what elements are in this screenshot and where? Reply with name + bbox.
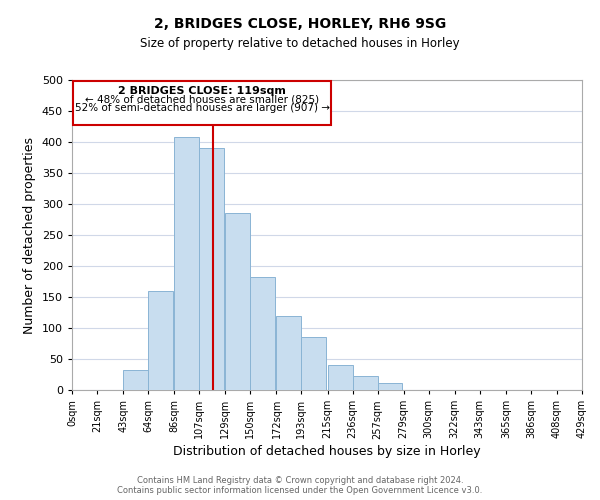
Bar (148, 291, 173, 390)
FancyBboxPatch shape (73, 80, 331, 126)
Bar (328, 365, 353, 390)
Text: Contains HM Land Registry data © Crown copyright and database right 2024.: Contains HM Land Registry data © Crown c… (137, 476, 463, 485)
X-axis label: Distribution of detached houses by size in Horley: Distribution of detached houses by size … (173, 446, 481, 458)
Y-axis label: Number of detached properties: Number of detached properties (23, 136, 36, 334)
Bar (277, 316, 301, 390)
Bar (199, 148, 224, 390)
Text: Contains public sector information licensed under the Open Government Licence v3: Contains public sector information licen… (118, 486, 482, 495)
Bar (123, 370, 148, 390)
Bar (301, 338, 326, 390)
Bar (377, 382, 403, 390)
Text: Size of property relative to detached houses in Horley: Size of property relative to detached ho… (140, 38, 460, 51)
Text: ← 48% of detached houses are smaller (825): ← 48% of detached houses are smaller (82… (85, 95, 319, 105)
Text: 2 BRIDGES CLOSE: 119sqm: 2 BRIDGES CLOSE: 119sqm (118, 86, 286, 96)
Bar (353, 376, 377, 390)
Bar (226, 214, 250, 390)
Text: 52% of semi-detached houses are larger (907) →: 52% of semi-detached houses are larger (… (74, 103, 329, 113)
Text: 2, BRIDGES CLOSE, HORLEY, RH6 9SG: 2, BRIDGES CLOSE, HORLEY, RH6 9SG (154, 18, 446, 32)
Bar (174, 137, 199, 390)
Bar (250, 276, 275, 390)
